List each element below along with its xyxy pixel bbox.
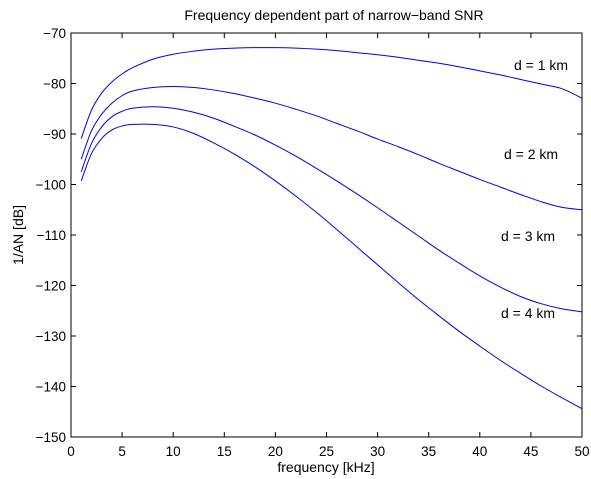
annotation-d4km: d = 4 km [501,305,555,321]
x-tick-label: 20 [268,444,283,459]
curve-annotations: d = 1 km d = 2 km d = 3 km d = 4 km [501,57,568,321]
series-line-d1km [80,47,583,139]
y-tick-label: −110 [37,228,66,243]
x-tick-label: 15 [217,444,232,459]
x-tick-label: 30 [370,444,385,459]
x-tick-label: 10 [166,444,181,459]
x-tick-label: 40 [472,444,487,459]
series-line-d3km [80,106,583,313]
y-tick-label: −150 [36,430,66,445]
axis-ticks: 0 5 10 15 20 25 30 35 40 45 50 −70 −80 −90 −100 −110 −12… [36,26,590,459]
x-tick-label: 5 [118,444,126,459]
x-tick-label: 25 [319,444,334,459]
y-tick-label: −130 [36,329,66,344]
y-tick-label: −140 [36,380,66,395]
chart-title: Frequency dependent part of narrow−band … [184,7,483,23]
plot-area [80,47,583,410]
series-line-d4km [80,123,583,410]
axes-box [70,32,583,438]
annotation-d3km: d = 3 km [501,228,555,244]
y-tick-label: −80 [43,77,66,92]
x-tick-label: 45 [523,444,538,459]
y-tick-label: −120 [36,279,66,294]
y-tick-label: −90 [43,127,66,142]
y-tick-label: −100 [36,178,66,193]
x-tick-label: 35 [421,444,436,459]
x-axis-label: frequency [kHz] [277,459,374,475]
x-tick-label: 50 [574,444,589,459]
annotation-d2km: d = 2 km [504,146,558,162]
x-tick-label: 0 [67,444,75,459]
y-tick-label: −70 [43,26,66,41]
y-axis-label: 1/AN [dB] [10,205,26,265]
series-line-d2km [80,86,583,211]
annotation-d1km: d = 1 km [514,57,568,73]
